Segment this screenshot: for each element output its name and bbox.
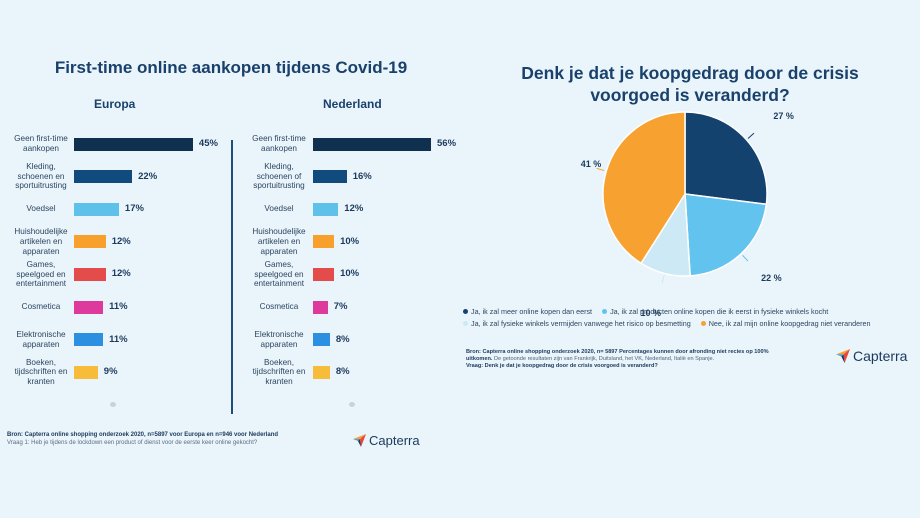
chart-divider [231,140,233,414]
europe-category-label: Cosmetica [21,302,61,312]
pie-leader-line [661,275,665,284]
europe-bar-value: 11% [109,301,128,312]
netherlands-bar-value: 8% [335,366,350,378]
netherlands-bar [313,170,347,184]
pie-title-line-2: voorgoed is veranderd? [590,85,790,105]
netherlands-category-label: Kleding, schoenen of sportuitrusting [253,162,305,191]
netherlands-category-label: Huishoudelijke artikelen en apparaten [252,227,306,256]
legend-item: Ja, ik zal meer online kopen dan eerst [463,307,592,316]
legend-label: Ja, ik zal producten online kopen die ik… [610,307,829,316]
capterra-logo-icon [353,434,366,447]
netherlands-category-label: Cosmetica [259,302,299,312]
europe-bar [74,300,104,314]
europe-bar [74,202,119,216]
pie-leader-line [747,132,755,139]
legend-item: Nee, ik zal mijn online koopgedrag niet … [700,319,871,328]
europe-category-label: Games, speelgoed en entertainment [15,260,67,289]
pie-slice [602,111,686,265]
right-source-note: Bron: Capterra online shopping onderzoek… [466,349,796,371]
netherlands-bar-value: 10% [340,268,360,280]
pie-slice-label: 41 % [580,158,602,169]
europe-bar-value: 45% [198,138,218,149]
pie-slice [684,111,768,206]
europe-category-label: Elektronische apparaten [16,330,66,349]
pie-slice-label: 27 % [773,111,794,122]
capterra-logo: Capterra [353,433,420,448]
pie-leader-line [596,167,605,172]
netherlands-bar [313,235,335,249]
pie-slice-label: 10 % [640,307,662,318]
europe-category-label: Geen first-time aankopen [14,134,68,153]
right-source-rest: De getoonde resultaten zijn van Frankrij… [492,356,715,363]
netherlands-chart-title: Nederland [323,97,382,111]
europe-category-label: Huishoudelijke artikelen en apparaten [14,227,68,256]
netherlands-category-label: Voedsel [264,204,294,214]
legend-item: Ja, ik zal producten online kopen die ik… [602,307,828,316]
legend-item: Ja, ik zal fysieke winkels vermijden van… [463,319,691,328]
europe-category-label: Voedsel [26,204,56,214]
pie-slice [684,193,768,277]
netherlands-category-label: Geen first-time aankopen [252,134,306,153]
europe-bar [74,333,104,347]
pie-slice-label: 22 % [761,272,782,283]
netherlands-bar [313,202,339,216]
europe-bar [74,365,98,379]
netherlands-bar-value: 16% [352,170,372,182]
netherlands-bar [313,267,335,281]
europe-bar-value: 12% [111,268,131,280]
scroll-indicator-dot [110,402,116,407]
pie-legend: Ja, ik zal meer online kopen dan eerst J… [463,307,913,331]
legend-swatch [463,321,468,326]
europe-category-label: Boeken, tijdschriften en kranten [14,357,68,386]
netherlands-bar-value: 56% [437,138,457,149]
europe-bar-value: 17% [124,203,144,215]
left-chart-title: First-time online aankopen tijdens Covid… [54,58,408,77]
capterra-logo-icon [836,349,850,363]
netherlands-bar-value: 8% [335,333,350,345]
europe-bar [74,137,193,151]
legend-label: Ja, ik zal fysieke winkels vermijden van… [471,319,691,328]
pie-leader-line [742,254,749,262]
legend-swatch [602,309,608,314]
netherlands-bar [313,365,330,379]
right-chart-panel: Denk je dat je koopgedrag door de crisis… [460,0,920,518]
netherlands-category-label: Boeken, tijdschriften en kranten [252,357,306,386]
netherlands-bar-value: 10% [340,235,360,247]
netherlands-bar [313,333,330,347]
netherlands-bar [313,300,328,314]
europe-chart-title: Europa [94,97,136,111]
legend-swatch [700,321,706,326]
europe-bar [74,267,106,281]
capterra-logo-text: Capterra [853,348,908,364]
europe-bar-value: 11% [109,333,128,345]
legend-swatch [463,309,468,314]
capterra-logo: Capterra [836,348,907,364]
netherlands-category-label: Elektronische apparaten [254,330,304,349]
netherlands-bar-value: 7% [333,301,348,312]
netherlands-bar [313,137,431,151]
scroll-indicator-dot [349,402,355,407]
netherlands-category-label: Games, speelgoed en entertainment [253,260,305,289]
legend-label: Nee, ik zal mijn online koopgedrag niet … [708,319,871,328]
right-source-bold: Bron: Capterra online shopping onderzoek… [466,349,769,363]
capterra-logo-text: Capterra [369,433,420,448]
europe-bar-value: 22% [138,170,158,182]
right-question-note: Vraag: Denk je dat je koopgedrag door de… [466,363,658,370]
pie-title-line-1: Denk je dat je koopgedrag door de crisis [521,63,859,83]
europe-category-label: Kleding, schoenen en sportuitrusting [15,162,67,191]
left-question-note: Vraag 1: Heb je tijdens de lockdown een … [7,440,258,446]
europe-bar-value: 12% [111,235,131,247]
legend-label: Ja, ik zal meer online kopen dan eerst [471,307,593,316]
europe-bar [74,235,106,249]
netherlands-bar-value: 12% [344,203,364,215]
europe-bar [74,170,133,184]
europe-bar-value: 9% [103,366,118,378]
left-source-note: Bron: Capterra online shopping onderzoek… [7,432,279,438]
left-chart-panel: First-time online aankopen tijdens Covid… [7,58,457,448]
pie-chart-title: Denk je dat je koopgedrag door de crisis… [460,62,920,106]
